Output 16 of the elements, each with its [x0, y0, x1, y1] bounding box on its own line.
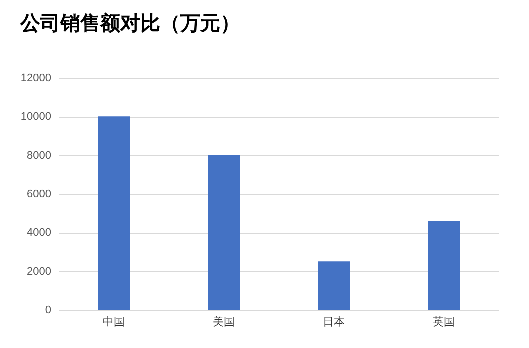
x-tick-label: 日本 [323, 316, 345, 328]
bar [428, 221, 460, 310]
x-tick-label: 英国 [433, 316, 455, 328]
y-tick-label: 2000 [27, 266, 52, 278]
chart-title: 公司销售额对比（万元） [19, 11, 240, 35]
bar [318, 262, 350, 310]
bar [208, 155, 240, 310]
x-tick-label: 美国 [213, 316, 235, 328]
y-tick-label: 12000 [20, 72, 52, 84]
y-tick-label: 10000 [20, 111, 52, 124]
y-tick-label: 8000 [27, 150, 52, 162]
y-tick-label: 6000 [27, 188, 52, 200]
y-tick-label: 4000 [27, 227, 52, 240]
y-tick-label: 0 [45, 304, 52, 316]
x-tick-label: 中国 [103, 316, 125, 328]
bar [98, 116, 130, 310]
